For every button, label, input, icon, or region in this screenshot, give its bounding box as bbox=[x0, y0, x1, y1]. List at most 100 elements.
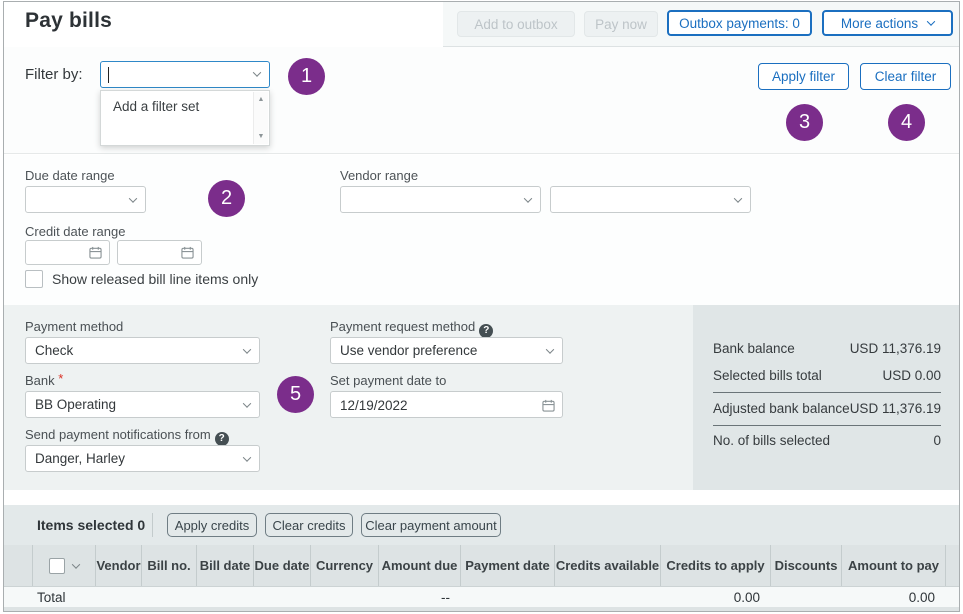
date-vendor-filter-section: Due date range Vendor range Credit date … bbox=[4, 155, 959, 305]
notifications-from-select[interactable]: Danger, Harley bbox=[25, 445, 260, 472]
filter-set-combobox[interactable] bbox=[100, 61, 270, 88]
scroll-up-icon[interactable]: ▲ bbox=[254, 96, 268, 103]
column-header-bill-no[interactable]: Bill no. bbox=[141, 545, 196, 586]
payment-request-method-select[interactable]: Use vendor preference bbox=[330, 337, 563, 364]
balance-summary-panel bbox=[693, 305, 959, 490]
column-header-vendor[interactable]: Vendor bbox=[95, 545, 141, 586]
required-asterisk: * bbox=[55, 371, 64, 386]
summary-divider bbox=[713, 392, 941, 393]
column-header-due-date[interactable]: Due date bbox=[253, 545, 310, 586]
selected-bills-total-row: Selected bills total USD 0.00 bbox=[713, 368, 941, 383]
total-amount-due: -- bbox=[378, 590, 460, 605]
chevron-down-icon bbox=[927, 17, 935, 25]
bank-balance-row: Bank balance USD 11,376.19 bbox=[713, 341, 941, 356]
bills-selected-row: No. of bills selected 0 bbox=[713, 433, 941, 448]
chevron-down-icon[interactable] bbox=[253, 68, 261, 76]
filter-section: Filter by: Add a filter set ▲ ▼ Apply fi… bbox=[4, 47, 959, 154]
credit-date-from-input[interactable] bbox=[25, 240, 110, 265]
toolbar-divider bbox=[152, 513, 153, 537]
outbox-payments-button[interactable]: Outbox payments: 0 bbox=[667, 10, 812, 36]
set-payment-date-input[interactable]: 12/19/2022 bbox=[330, 391, 563, 418]
bank-label-text: Bank bbox=[25, 373, 55, 388]
help-icon[interactable]: ? bbox=[479, 324, 493, 338]
callout-badge-2: 2 bbox=[208, 180, 245, 217]
pay-now-button[interactable]: Pay now bbox=[584, 11, 658, 37]
column-header-credits-available[interactable]: Credits available bbox=[554, 545, 660, 586]
clear-filter-button[interactable]: Clear filter bbox=[860, 63, 951, 90]
chevron-down-icon bbox=[546, 345, 554, 353]
show-released-label: Show released bill line items only bbox=[52, 271, 258, 287]
payment-request-method-label: Payment request method? bbox=[330, 319, 493, 336]
chevron-down-icon[interactable] bbox=[72, 560, 80, 568]
bank-label: Bank * bbox=[25, 373, 63, 388]
scroll-down-icon[interactable]: ▼ bbox=[254, 133, 268, 140]
bank-select[interactable]: BB Operating bbox=[25, 391, 260, 418]
bank-balance-label: Bank balance bbox=[713, 341, 795, 356]
filter-by-label: Filter by: bbox=[25, 66, 83, 83]
column-header-payment-date[interactable]: Payment date bbox=[460, 545, 554, 586]
chevron-down-icon bbox=[243, 453, 251, 461]
column-header-currency[interactable]: Currency bbox=[310, 545, 378, 586]
payment-method-value: Check bbox=[35, 343, 73, 358]
apply-filter-button[interactable]: Apply filter bbox=[758, 63, 849, 90]
notifications-from-value: Danger, Harley bbox=[35, 451, 125, 466]
column-header-bill-date[interactable]: Bill date bbox=[196, 545, 253, 586]
credit-date-range-label: Credit date range bbox=[25, 224, 125, 239]
more-actions-label: More actions bbox=[841, 16, 918, 31]
filter-set-dropdown: Add a filter set ▲ ▼ bbox=[100, 90, 270, 146]
payment-request-method-value: Use vendor preference bbox=[340, 343, 477, 358]
apply-credits-button[interactable]: Apply credits bbox=[167, 513, 257, 537]
payment-method-label: Payment method bbox=[25, 319, 123, 334]
notifications-from-label-text: Send payment notifications from bbox=[25, 427, 211, 442]
chevron-down-icon bbox=[243, 345, 251, 353]
pay-bills-page: Pay bills Add to outbox Pay now Outbox p… bbox=[0, 0, 963, 614]
calendar-icon[interactable] bbox=[542, 399, 555, 412]
table-total-row: Total -- 0.00 0.00 bbox=[4, 586, 959, 607]
selected-bills-total-value: USD 0.00 bbox=[882, 368, 941, 383]
select-all-column-header bbox=[32, 545, 95, 586]
credit-date-to-input[interactable] bbox=[117, 240, 202, 265]
dropdown-option-add-filter-set[interactable]: Add a filter set bbox=[113, 99, 199, 114]
callout-badge-1: 1 bbox=[288, 58, 325, 95]
callout-badge-3: 3 bbox=[786, 104, 823, 141]
adjusted-bank-balance-row: Adjusted bank balance USD 11,376.19 bbox=[713, 401, 941, 416]
chevron-down-icon bbox=[524, 194, 532, 202]
total-amount-to-pay: 0.00 bbox=[841, 590, 945, 605]
summary-divider bbox=[713, 425, 941, 426]
column-header-amount-due[interactable]: Amount due bbox=[378, 545, 460, 586]
horizontal-scrollbar-area[interactable] bbox=[4, 607, 959, 612]
vendor-range-label: Vendor range bbox=[340, 168, 418, 183]
vendor-range-from-select[interactable] bbox=[340, 186, 541, 213]
vendor-range-to-select[interactable] bbox=[550, 186, 751, 213]
selected-bills-total-label: Selected bills total bbox=[713, 368, 822, 383]
dropdown-scrollbar[interactable]: ▲ ▼ bbox=[253, 92, 268, 144]
chevron-down-icon bbox=[243, 399, 251, 407]
callout-badge-5: 5 bbox=[277, 376, 314, 413]
chevron-down-icon bbox=[734, 194, 742, 202]
adjusted-bank-balance-label: Adjusted bank balance bbox=[713, 401, 850, 416]
bank-balance-value: USD 11,376.19 bbox=[850, 341, 941, 356]
more-actions-button[interactable]: More actions bbox=[822, 10, 953, 36]
text-cursor bbox=[108, 67, 109, 83]
payment-request-method-label-text: Payment request method bbox=[330, 319, 475, 334]
due-date-range-label: Due date range bbox=[25, 168, 115, 183]
calendar-icon[interactable] bbox=[181, 246, 194, 259]
column-header-discounts[interactable]: Discounts bbox=[770, 545, 841, 586]
show-released-checkbox[interactable] bbox=[25, 270, 43, 288]
clear-payment-amount-button[interactable]: Clear payment amount bbox=[361, 513, 501, 537]
bills-selected-value: 0 bbox=[933, 433, 941, 448]
total-credits-to-apply: 0.00 bbox=[660, 590, 770, 605]
column-header-amount-to-pay[interactable]: Amount to pay bbox=[841, 545, 945, 586]
payment-method-select[interactable]: Check bbox=[25, 337, 260, 364]
due-date-range-select[interactable] bbox=[25, 186, 146, 213]
select-all-checkbox[interactable] bbox=[49, 558, 65, 574]
calendar-icon[interactable] bbox=[89, 246, 102, 259]
header-filler-cell bbox=[945, 545, 959, 586]
items-selected-label: Items selected 0 bbox=[37, 517, 145, 533]
help-icon[interactable]: ? bbox=[215, 432, 229, 446]
chevron-down-icon bbox=[129, 194, 137, 202]
column-header-credits-to-apply[interactable]: Credits to apply bbox=[660, 545, 770, 586]
add-to-outbox-button[interactable]: Add to outbox bbox=[457, 11, 575, 37]
set-payment-date-label: Set payment date to bbox=[330, 373, 446, 388]
clear-credits-button[interactable]: Clear credits bbox=[265, 513, 353, 537]
